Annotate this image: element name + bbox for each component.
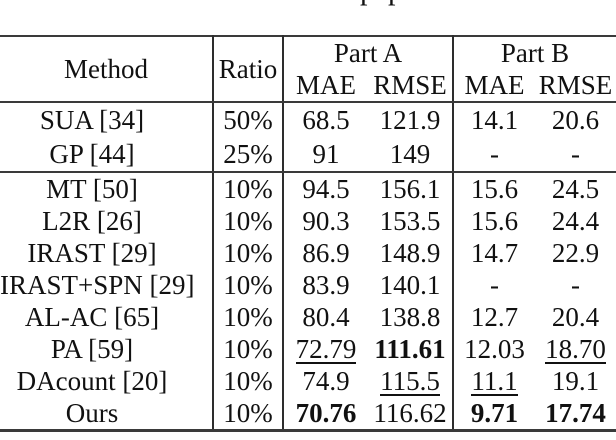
cell-ratio: 10% xyxy=(213,172,284,205)
cell-method: IRAST [29] xyxy=(0,237,214,269)
table-row-mt: MT [50] 10% 94.5 156.1 15.6 24.5 xyxy=(0,172,616,205)
group-header-part-a: Part A xyxy=(283,36,455,69)
table-row-l2r: L2R [26] 10% 90.3 153.5 15.6 24.4 xyxy=(0,205,616,237)
col-header-part-b-rmse: RMSE xyxy=(535,69,616,103)
table-row-dacount: DAcount [20] 10% 74.9 115.5 11.1 19.1 xyxy=(0,365,616,397)
second-best-value: 72.79 xyxy=(295,334,357,364)
cell-method: AL-AC [65] xyxy=(0,301,214,333)
cell-ratio: 10% xyxy=(213,365,284,397)
cell-part-b-mae: 15.6 xyxy=(470,174,519,204)
cell-part-a-mae: 80.4 xyxy=(302,302,350,332)
header-row-groups: Method Ratio Part A Part B xyxy=(0,36,616,103)
clipped-caption-fragment: pp xyxy=(360,0,430,7)
table-row-pa: PA [59] 10% 72.79 111.61 12.03 18.70 xyxy=(0,333,616,365)
cell-part-a-mae: 86.9 xyxy=(302,238,350,268)
cell-part-b-rmse: 20.4 xyxy=(551,302,600,332)
cell-ratio: 10% xyxy=(213,301,284,333)
cell-method: IRAST+SPN [29] xyxy=(0,269,214,301)
cell-part-b-mae: 12.7 xyxy=(470,302,519,332)
cell-part-a-rmse: 116.62 xyxy=(368,397,455,431)
cell-part-a-rmse: 153.5 xyxy=(368,205,455,237)
table-row-irast: IRAST [29] 10% 86.9 148.9 14.7 22.9 xyxy=(0,237,616,269)
cell-ratio: 50% xyxy=(213,102,284,137)
col-header-part-a-rmse: RMSE xyxy=(368,69,455,103)
cell-part-a-mae: 72.79 xyxy=(283,333,368,365)
cell-part-a-rmse: 138.8 xyxy=(368,301,455,333)
cell-part-b-mae: 12.03 xyxy=(464,334,525,364)
cell-method: GP [44] xyxy=(0,137,214,173)
results-table: Method Ratio Part A Part B MAE RMSE MAE … xyxy=(0,35,616,432)
cell-part-a-rmse: 121.9 xyxy=(368,102,455,137)
cell-part-a-rmse: 149 xyxy=(368,137,455,173)
group-header-part-b: Part B xyxy=(500,38,570,68)
cell-part-a-rmse: 156.1 xyxy=(368,172,455,205)
cell-ratio: 10% xyxy=(213,269,284,301)
cell-part-b-rmse: 18.70 xyxy=(535,333,616,365)
cell-part-b-rmse: 22.9 xyxy=(551,238,600,268)
second-best-value: 11.1 xyxy=(471,366,518,396)
cell-part-b-rmse: 17.74 xyxy=(545,398,606,428)
header-row-metrics: MAE RMSE MAE RMSE xyxy=(0,69,616,103)
cell-part-b-rmse: - xyxy=(571,270,581,300)
cell-method: L2R [26] xyxy=(0,205,214,237)
table-body: SUA [34] 50% 68.5 121.9 14.1 20.6 GP [44… xyxy=(0,102,616,431)
table-row-gp: GP [44] 25% 91 149 - - xyxy=(0,137,616,173)
col-header-method: Method xyxy=(0,36,214,103)
cell-part-b-rmse: 24.4 xyxy=(551,206,600,236)
cell-part-a-rmse: 115.5 xyxy=(368,365,455,397)
cell-part-a-rmse: 140.1 xyxy=(368,269,455,301)
cell-ratio: 10% xyxy=(213,397,284,431)
cell-part-a-mae: 68.5 xyxy=(302,105,350,135)
cell-method: SUA [34] xyxy=(0,102,214,137)
cell-part-a-mae: 91 xyxy=(283,137,368,173)
cell-part-a-rmse: 148.9 xyxy=(368,237,455,269)
second-best-value: 18.70 xyxy=(545,334,606,364)
cell-part-b-mae: 9.71 xyxy=(470,398,519,428)
cell-ratio: 25% xyxy=(213,137,284,173)
cell-part-a-mae: 74.9 xyxy=(302,366,350,396)
cell-part-b-rmse: 24.5 xyxy=(551,174,600,204)
cell-ratio: 10% xyxy=(213,205,284,237)
cell-part-b-mae: 15.6 xyxy=(470,206,519,236)
cell-method: MT [50] xyxy=(0,172,214,205)
cell-part-b-rmse: 19.1 xyxy=(551,366,600,396)
cell-part-a-mae: 70.76 xyxy=(295,398,357,428)
table-header: Method Ratio Part A Part B MAE RMSE MAE … xyxy=(0,36,616,103)
second-best-value: 115.5 xyxy=(380,366,440,396)
cell-ratio: 10% xyxy=(213,333,284,365)
cell-part-a-mae: 90.3 xyxy=(302,206,350,236)
table-row-irast-spn: IRAST+SPN [29] 10% 83.9 140.1 - - xyxy=(0,269,616,301)
cell-method: PA [59] xyxy=(0,333,214,365)
caption-fragment-text: pp xyxy=(360,0,430,7)
cell-part-b-mae: - xyxy=(453,137,536,173)
cell-part-b-mae: 11.1 xyxy=(453,365,535,397)
table-row-al-ac: AL-AC [65] 10% 80.4 138.8 12.7 20.4 xyxy=(0,301,616,333)
cell-part-a-mae: 83.9 xyxy=(302,270,350,300)
table-row-ours: Ours 10% 70.76 116.62 9.71 17.74 xyxy=(0,397,616,431)
cell-part-b-mae: 14.1 xyxy=(470,105,519,135)
cell-part-b-mae: 14.7 xyxy=(470,238,519,268)
cell-ratio: 10% xyxy=(213,237,284,269)
cell-part-b-rmse: 20.6 xyxy=(551,105,600,135)
col-header-part-a-mae: MAE xyxy=(283,69,368,103)
table-row-sua: SUA [34] 50% 68.5 121.9 14.1 20.6 xyxy=(0,102,616,137)
cell-part-a-mae: 94.5 xyxy=(302,174,350,204)
col-header-part-b-mae: MAE xyxy=(453,69,536,103)
cell-method: Ours xyxy=(0,397,214,431)
cell-part-a-rmse: 111.61 xyxy=(368,333,455,365)
cell-method: DAcount [20] xyxy=(0,365,214,397)
cell-part-b-rmse: - xyxy=(535,137,616,173)
cell-part-b-mae: - xyxy=(490,270,500,300)
col-header-ratio: Ratio xyxy=(213,36,284,103)
